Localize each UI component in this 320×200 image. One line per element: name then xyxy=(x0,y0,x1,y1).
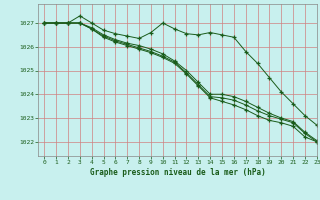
X-axis label: Graphe pression niveau de la mer (hPa): Graphe pression niveau de la mer (hPa) xyxy=(90,168,266,177)
